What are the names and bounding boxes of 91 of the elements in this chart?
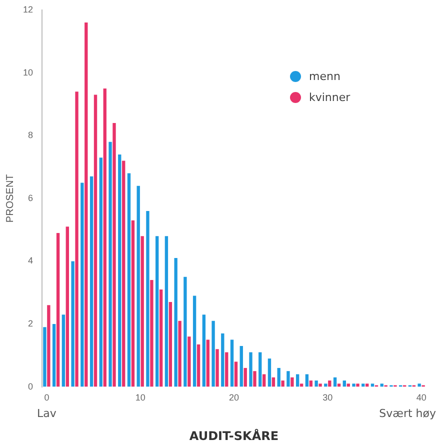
bar	[418, 384, 421, 387]
bar	[103, 88, 106, 387]
bar	[240, 346, 243, 387]
bar	[366, 384, 369, 387]
y-tick-label: 2	[28, 318, 34, 328]
bar	[99, 158, 102, 387]
bar	[328, 380, 332, 387]
bar	[318, 384, 322, 387]
bar	[296, 374, 300, 387]
bar	[216, 349, 219, 387]
bar	[112, 123, 116, 387]
bar	[90, 176, 94, 387]
bar	[352, 384, 356, 387]
bar	[164, 236, 168, 387]
bar	[244, 368, 247, 387]
text: Svært høy	[379, 407, 436, 420]
bar	[108, 142, 112, 387]
bar	[62, 314, 66, 387]
bar	[202, 314, 206, 387]
text: Lav	[37, 407, 57, 420]
bar	[314, 380, 318, 387]
legend-label: kvinner	[309, 91, 350, 104]
bar	[281, 380, 284, 387]
bar	[80, 182, 84, 387]
y-tick-label: 10	[22, 67, 34, 78]
legend-label: menn	[309, 70, 340, 83]
bar	[356, 384, 360, 387]
bar	[127, 173, 131, 387]
bar	[168, 302, 172, 387]
bar	[94, 94, 98, 387]
x-tick-label: 10	[135, 392, 146, 403]
bar	[337, 384, 341, 387]
bar	[136, 186, 140, 387]
y-axis-title: PROSENT	[4, 174, 16, 223]
bar	[146, 210, 150, 387]
bar	[234, 362, 238, 387]
bar	[333, 377, 337, 387]
bar	[52, 324, 56, 387]
bar	[286, 371, 290, 387]
bar	[370, 384, 374, 387]
x-axis-title: AUDIT-SKÅRE	[189, 428, 279, 443]
bar	[230, 340, 234, 387]
x-tick-label: 30	[322, 392, 333, 403]
bar	[66, 226, 70, 387]
bar	[206, 340, 210, 387]
bar	[324, 384, 328, 387]
y-tick-label: 4	[28, 256, 34, 266]
bar	[178, 320, 182, 387]
bar	[277, 368, 280, 387]
bar	[212, 320, 215, 387]
bar	[309, 380, 313, 387]
bar	[225, 352, 228, 387]
bar	[346, 384, 350, 387]
x-tick-label: 40	[416, 392, 426, 403]
bar	[192, 296, 196, 387]
y-tick-label: 8	[28, 130, 34, 140]
x-tick-label: 20	[229, 392, 240, 403]
bar	[258, 352, 262, 387]
bar	[290, 377, 294, 387]
bar	[272, 377, 276, 387]
bar	[159, 289, 163, 387]
bar	[221, 333, 224, 387]
bar	[262, 374, 266, 387]
bar	[342, 380, 346, 387]
bar	[118, 154, 122, 387]
bar	[249, 352, 252, 387]
bar	[305, 374, 309, 387]
bar	[184, 276, 187, 387]
bar	[174, 258, 178, 387]
bar	[140, 236, 144, 387]
bar	[196, 344, 200, 387]
x-tick-label: 0	[44, 392, 50, 403]
bar	[380, 384, 384, 387]
bar	[362, 384, 365, 387]
bar	[122, 160, 126, 387]
y-tick-label: 0	[28, 381, 34, 392]
bar	[300, 384, 304, 387]
bar	[71, 261, 74, 387]
bar	[56, 232, 60, 387]
bar	[131, 220, 135, 387]
y-tick-label: 6	[28, 192, 34, 203]
bar	[150, 280, 154, 387]
bar	[84, 22, 88, 387]
bar	[156, 236, 159, 387]
bar	[43, 327, 46, 387]
bar	[268, 358, 272, 387]
bar	[253, 371, 256, 387]
y-tick-label: 12	[22, 4, 34, 14]
bar	[47, 305, 50, 387]
bar	[75, 92, 78, 387]
bar	[188, 336, 191, 387]
